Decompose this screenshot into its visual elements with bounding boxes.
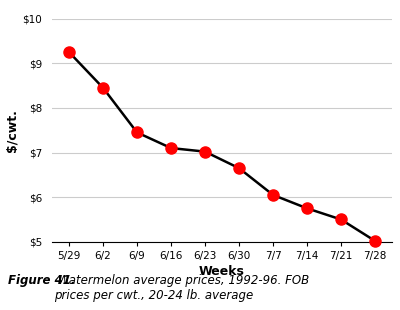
Point — [236, 166, 242, 171]
Y-axis label: $/cwt.: $/cwt. — [5, 109, 18, 152]
Text: Watermelon average prices, 1992-96. FOB
prices per cwt., 20-24 lb. average: Watermelon average prices, 1992-96. FOB … — [54, 274, 309, 302]
Point — [270, 193, 276, 197]
Point — [134, 130, 140, 135]
Text: Figure 41.: Figure 41. — [8, 274, 75, 287]
Point — [338, 217, 344, 222]
Point — [100, 85, 106, 90]
Point — [66, 50, 72, 55]
Point — [304, 206, 310, 211]
X-axis label: Weeks: Weeks — [199, 265, 245, 278]
Point — [372, 238, 378, 243]
Point — [202, 149, 208, 154]
Point — [168, 146, 174, 151]
